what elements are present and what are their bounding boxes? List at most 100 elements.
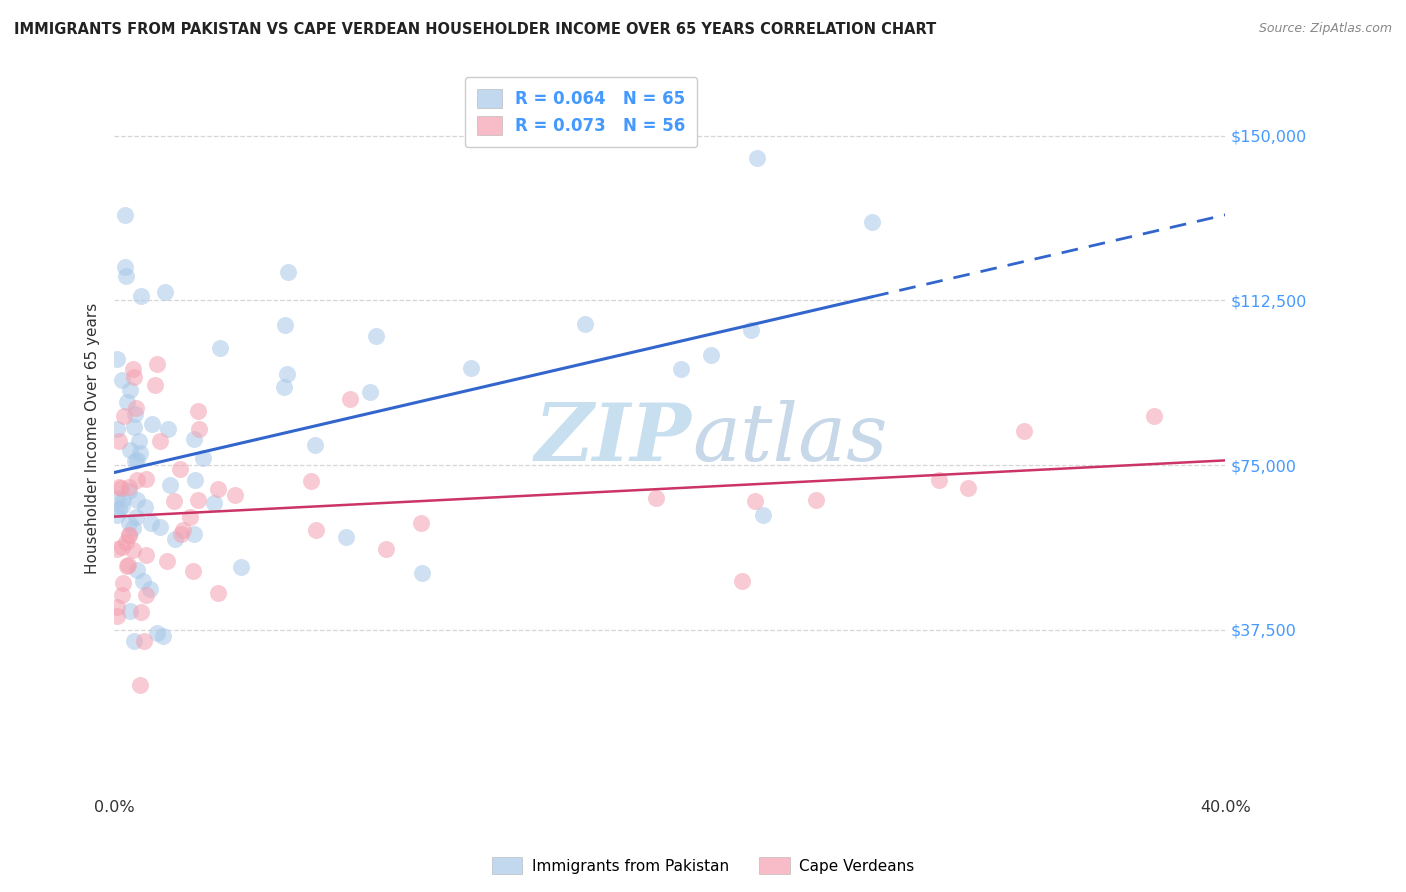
Point <box>120 604 142 618</box>
Text: ZIP: ZIP <box>536 400 692 477</box>
Point <box>1142 409 1164 423</box>
Point <box>274 318 297 332</box>
Point <box>110 481 132 495</box>
Point <box>184 473 207 487</box>
Point <box>118 383 141 397</box>
Point <box>122 634 145 648</box>
Point <box>108 434 131 448</box>
Point <box>129 289 152 303</box>
Point <box>118 528 141 542</box>
Point <box>276 367 298 381</box>
Point <box>183 432 205 446</box>
Point <box>125 401 148 415</box>
Point <box>669 362 692 376</box>
Point <box>169 462 191 476</box>
Point <box>149 520 172 534</box>
Point <box>183 526 205 541</box>
Point <box>730 574 752 589</box>
Point <box>118 528 141 542</box>
Point <box>114 269 136 284</box>
Point <box>273 380 295 394</box>
Point <box>112 576 135 591</box>
Point <box>644 491 666 505</box>
Point <box>115 534 138 549</box>
Point <box>105 600 128 615</box>
Point <box>111 373 134 387</box>
Point <box>117 558 139 573</box>
Point <box>153 285 176 299</box>
Point <box>134 500 156 514</box>
Point <box>860 215 883 229</box>
Point <box>359 384 381 399</box>
Point <box>105 508 128 522</box>
Point <box>118 480 141 494</box>
Point <box>139 582 162 597</box>
Text: Source: ZipAtlas.com: Source: ZipAtlas.com <box>1258 22 1392 36</box>
Point <box>375 542 398 557</box>
Point <box>129 678 152 692</box>
Point <box>157 422 180 436</box>
Point <box>172 523 194 537</box>
Point <box>112 409 135 423</box>
Point <box>305 523 328 537</box>
Point <box>208 342 231 356</box>
Point <box>304 438 326 452</box>
Point <box>118 483 141 498</box>
Point <box>179 510 201 524</box>
Point <box>159 477 181 491</box>
Point <box>364 328 387 343</box>
Point <box>124 454 146 468</box>
Point <box>411 566 433 580</box>
Point <box>114 208 136 222</box>
Point <box>129 446 152 460</box>
Point <box>409 516 432 530</box>
Point <box>928 473 950 487</box>
Point <box>740 323 762 337</box>
Point <box>339 392 361 407</box>
Point <box>956 482 979 496</box>
Point <box>115 394 138 409</box>
Point <box>105 352 128 367</box>
Point <box>131 574 153 589</box>
Point <box>111 588 134 602</box>
Point <box>124 420 146 434</box>
Legend: R = 0.064   N = 65, R = 0.073   N = 56: R = 0.064 N = 65, R = 0.073 N = 56 <box>465 77 697 147</box>
Point <box>124 408 146 422</box>
Point <box>163 493 186 508</box>
Point <box>129 605 152 619</box>
Point <box>146 625 169 640</box>
Point <box>125 510 148 524</box>
Point <box>122 362 145 376</box>
Point <box>1012 424 1035 438</box>
Point <box>118 443 141 458</box>
Point <box>139 516 162 530</box>
Point <box>193 451 215 466</box>
Point <box>187 404 209 418</box>
Point <box>187 422 209 436</box>
Point <box>207 586 229 600</box>
Point <box>122 520 145 534</box>
Point <box>460 361 482 376</box>
Point <box>114 260 136 275</box>
Point <box>135 548 157 562</box>
Point <box>335 530 357 544</box>
Y-axis label: Householder Income Over 65 years: Householder Income Over 65 years <box>86 303 100 574</box>
Point <box>163 532 186 546</box>
Point <box>574 318 596 332</box>
Point <box>108 480 131 494</box>
Point <box>105 491 128 505</box>
Point <box>146 357 169 371</box>
Point <box>125 453 148 467</box>
Point <box>224 488 246 502</box>
Point <box>108 501 131 516</box>
Point <box>122 543 145 558</box>
Point <box>125 473 148 487</box>
Point <box>231 559 253 574</box>
Point <box>111 499 134 513</box>
Point <box>118 516 141 530</box>
Point <box>744 493 766 508</box>
Point <box>804 492 827 507</box>
Point <box>202 495 225 509</box>
Point <box>152 628 174 642</box>
Point <box>127 492 149 507</box>
